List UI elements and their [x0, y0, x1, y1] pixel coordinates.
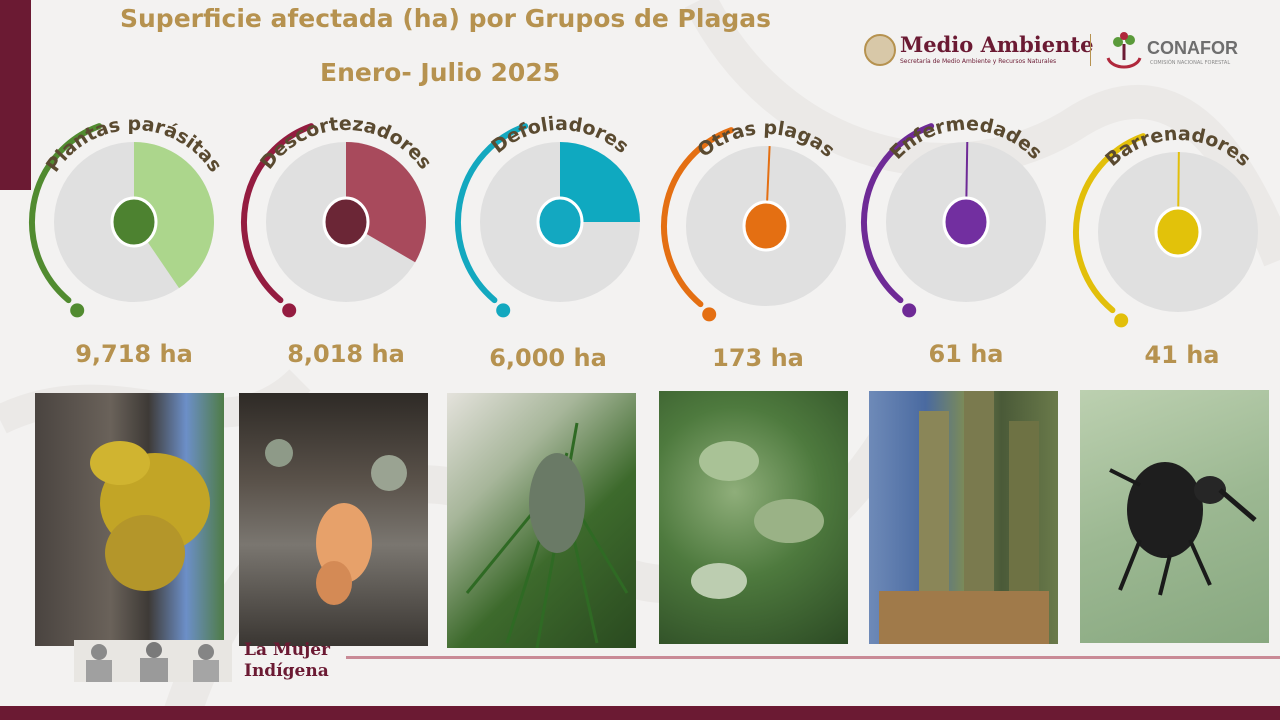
photo-barrenadores [1080, 390, 1269, 643]
weevil-illustration [1109, 462, 1257, 596]
medio-ambiente-logo: Medio Ambiente [900, 32, 1094, 57]
photo-otras-plagas [659, 391, 848, 644]
value-label: 61 ha [928, 340, 1003, 368]
medio-ambiente-subtitle: Secretaría de Medio Ambiente y Recursos … [900, 58, 1057, 65]
arc-end-dot [70, 303, 85, 318]
photo-enfermedades [869, 391, 1058, 644]
damaged-leaves-illustration [691, 441, 824, 599]
outer-arc [861, 123, 935, 304]
chart-subtitle: Enero- Julio 2025 [320, 58, 561, 87]
arc-end-dot [902, 303, 917, 318]
photo-plantas-parasitas [35, 393, 224, 646]
footer-women-illustration [74, 640, 232, 682]
outer-arc [241, 123, 315, 304]
value-label: 9,718 ha [75, 340, 193, 368]
donut-center [322, 196, 370, 248]
conafor-subtitle: COMISIÓN NACIONAL FORESTAL [1150, 60, 1231, 66]
mistletoe-illustration [90, 441, 210, 591]
conafor-tree-icon [1106, 32, 1142, 69]
logo-area: Medio Ambiente Secretaría de Medio Ambie… [862, 28, 1262, 78]
value-label: 173 ha [712, 344, 804, 372]
footer-line [346, 656, 1280, 659]
value-label: 8,018 ha [287, 340, 405, 368]
photo-defoliadores [447, 393, 636, 648]
outer-arc [661, 127, 735, 308]
government-seal-icon [864, 34, 896, 66]
conafor-logo: CONAFOR [1147, 38, 1238, 58]
arc-end-dot [1114, 313, 1129, 328]
arc-end-dot [702, 307, 717, 322]
arc-end-dot [282, 303, 297, 318]
left-accent-bar [0, 0, 31, 190]
footer-line1: La Mujer [244, 640, 330, 660]
arc-end-dot [496, 303, 511, 318]
photo-descortezadores [239, 393, 428, 646]
logo-divider [1090, 34, 1091, 66]
outer-arc [29, 123, 103, 304]
donut-center [536, 196, 584, 248]
cactus-illustration [879, 391, 1049, 644]
outer-arc [455, 123, 529, 304]
donut-center [742, 200, 790, 252]
footer-title: La Mujer Indígena [244, 640, 354, 682]
value-label: 6,000 ha [489, 344, 607, 372]
bottom-accent-bar [0, 706, 1280, 720]
donut-center [942, 196, 990, 248]
donut-center [110, 196, 158, 248]
pine-needles-illustration [465, 422, 629, 648]
donut-slice [560, 142, 640, 222]
footer-line2: Indígena [244, 661, 329, 681]
chart-title: Superficie afectada (ha) por Grupos de P… [120, 4, 771, 33]
donut-slice [134, 142, 215, 289]
donut-center [1154, 206, 1202, 258]
outer-arc [1073, 133, 1147, 314]
value-label: 41 ha [1144, 341, 1219, 369]
resin-illustration [265, 439, 407, 605]
